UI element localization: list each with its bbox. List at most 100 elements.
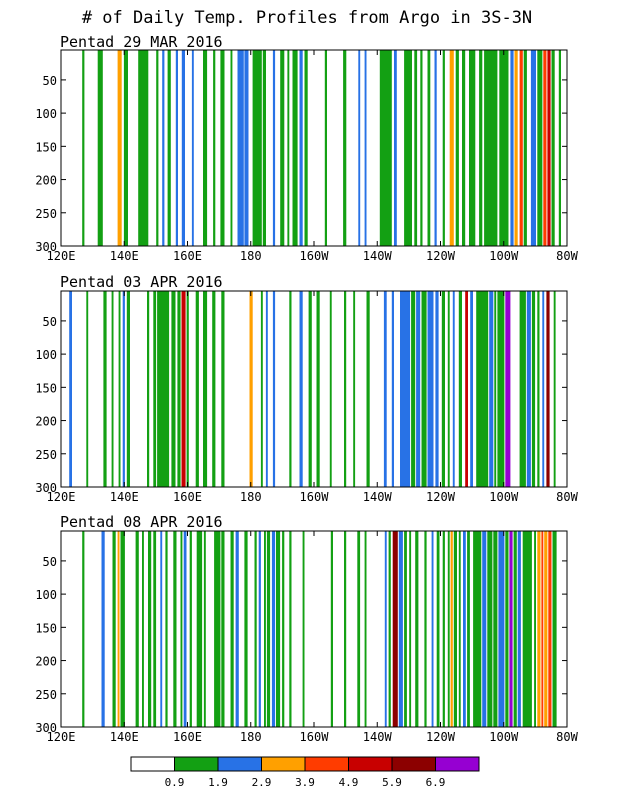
profile-bar	[558, 50, 561, 246]
profile-bar	[523, 50, 527, 246]
profile-bar	[142, 531, 144, 727]
profile-bar	[196, 531, 203, 727]
profile-bar	[101, 531, 105, 727]
colorbar-swatch	[391, 756, 436, 772]
profile-bar	[177, 291, 181, 487]
profile-bar	[489, 291, 494, 487]
profile-bar	[482, 531, 487, 727]
profile-bar	[453, 531, 457, 727]
y-tick-label: 200	[35, 415, 57, 429]
profile-bar	[120, 531, 125, 727]
colorbar-label: 1.9	[208, 776, 228, 789]
profile-bar	[449, 50, 454, 246]
profile-bar	[505, 531, 509, 727]
profile-bar	[353, 291, 356, 487]
profile-bar	[117, 531, 120, 727]
x-tick-label: 180	[240, 730, 262, 744]
y-tick-label: 250	[35, 448, 57, 462]
colorbar-swatch	[217, 756, 262, 772]
profile-bar	[153, 291, 157, 487]
profile-bar	[111, 291, 114, 487]
profile-bar	[427, 291, 434, 487]
profile-bar	[498, 531, 505, 727]
profile-bar	[357, 531, 361, 727]
profile-bar	[452, 291, 455, 487]
x-tick-label: 140E	[110, 490, 139, 504]
profile-bar	[548, 531, 552, 727]
panel-title: Pentad 03 APR 2016	[60, 273, 223, 291]
y-tick-label: 50	[43, 555, 57, 569]
profile-bar	[463, 531, 466, 727]
profile-bar	[392, 531, 398, 727]
profile-bar	[442, 50, 445, 246]
profile-bar	[544, 531, 548, 727]
x-tick-label: 160W	[300, 249, 330, 263]
y-tick-label: 100	[35, 348, 57, 362]
profile-bar	[181, 50, 185, 246]
profile-bar	[541, 531, 544, 727]
profile-bar	[470, 291, 473, 487]
x-tick-label: 80W	[556, 730, 578, 744]
profile-bar	[364, 50, 367, 246]
profile-bar	[465, 291, 468, 487]
panel-08-apr-2016: Pentad 08 APR 2016 120E 140E 160E 180 160W 14…	[35, 513, 578, 744]
profile-bar	[264, 531, 266, 727]
profile-bar	[97, 50, 103, 246]
profile-bar	[282, 531, 285, 727]
x-tick-label: 120E	[47, 249, 76, 263]
profile-bar	[458, 291, 462, 487]
profile-bar	[442, 531, 445, 727]
profile-bar	[260, 291, 263, 487]
profile-bar	[195, 291, 199, 487]
profile-bar	[537, 50, 543, 246]
profile-bar	[324, 50, 327, 246]
x-tick-label: 140W	[363, 249, 393, 263]
profile-bar	[447, 531, 450, 727]
colorbar-swatch	[435, 756, 480, 772]
x-tick-label: 180	[240, 249, 262, 263]
profile-bar	[118, 291, 121, 487]
profile-bar	[258, 531, 261, 727]
profile-bar	[147, 291, 150, 487]
profile-bar	[122, 291, 125, 487]
profile-bar	[112, 531, 116, 727]
y-tick-label: 200	[35, 174, 57, 188]
profile-bar	[434, 50, 437, 246]
profile-bar	[409, 531, 412, 727]
colorbar-label: 3.9	[295, 776, 315, 789]
profile-bar	[237, 50, 244, 246]
profile-bar	[82, 531, 85, 727]
profile-bar	[103, 291, 107, 487]
x-tick-label: 120W	[426, 249, 456, 263]
profile-bar	[189, 531, 192, 727]
profile-bar	[343, 50, 347, 246]
profile-bar	[455, 50, 459, 246]
panel-axes: 120E 140E 160E 180 160W 140W 120W 100W 80W 50 100 1…	[35, 50, 579, 263]
panel-bars	[69, 291, 556, 487]
profile-bar	[82, 50, 85, 246]
profile-bar	[272, 50, 276, 246]
profile-bar	[404, 531, 407, 727]
profile-bar	[148, 531, 152, 727]
y-tick-label: 300	[35, 481, 57, 495]
profile-bar	[86, 291, 89, 487]
colorbar-swatch	[304, 756, 349, 772]
profile-bar	[526, 291, 531, 487]
profile-bar	[252, 50, 262, 246]
profile-bar	[235, 531, 239, 727]
profile-bar	[162, 50, 165, 246]
profile-bar	[287, 50, 290, 246]
panel-axes: 120E 140E 160E 180 160W 140W 120W 100W 80W 50 100 1…	[35, 291, 579, 504]
x-tick-label: 140W	[363, 730, 393, 744]
profile-bar	[400, 291, 411, 487]
x-tick-label: 100W	[489, 490, 519, 504]
profile-bar	[416, 291, 421, 487]
x-tick-label: 160W	[300, 490, 330, 504]
profile-bar	[473, 531, 482, 727]
profile-bar	[191, 50, 194, 246]
profile-bar	[537, 291, 540, 487]
profile-bar	[493, 531, 498, 727]
profile-bar	[383, 291, 387, 487]
profile-bar	[183, 531, 187, 727]
